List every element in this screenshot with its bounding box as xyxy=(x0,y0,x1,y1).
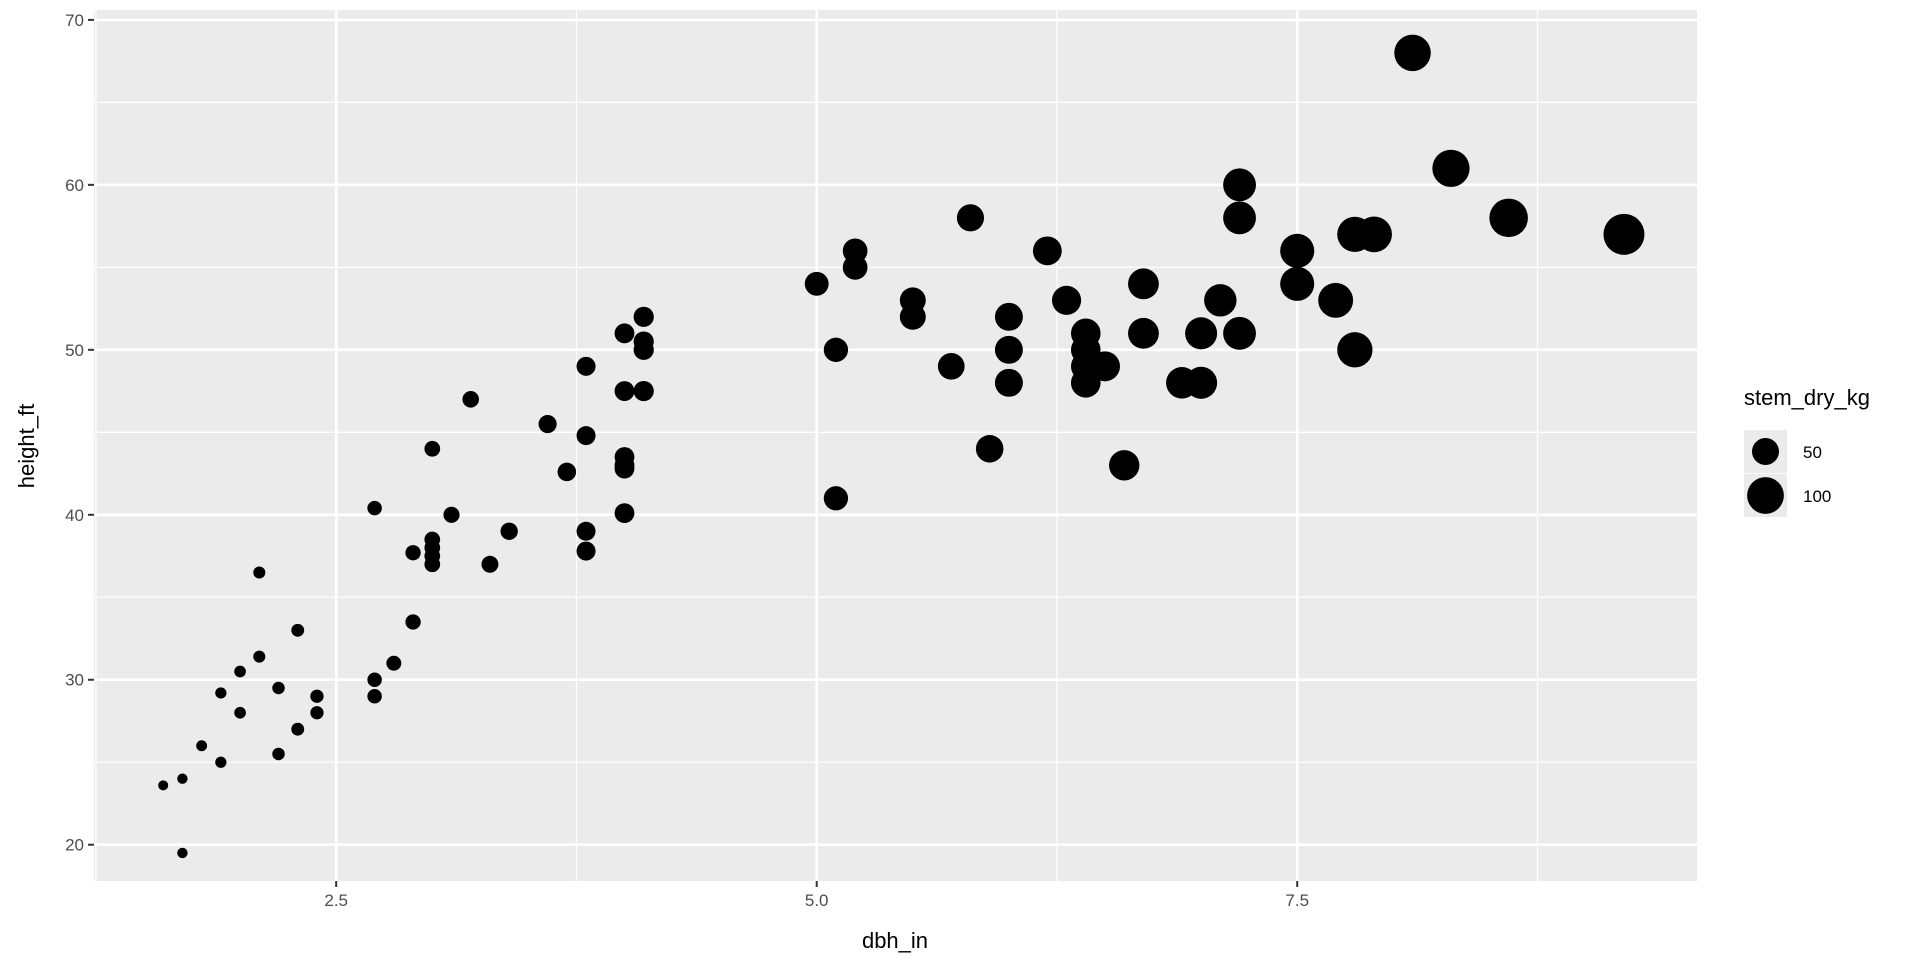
data-point xyxy=(177,847,188,859)
data-point xyxy=(1432,149,1470,188)
y-axis-title: height_ft xyxy=(14,404,39,488)
gridlines xyxy=(94,10,1697,881)
data-point xyxy=(1185,317,1218,350)
data-point xyxy=(956,204,985,232)
x-tick-label: 2.5 xyxy=(324,891,348,910)
data-point xyxy=(196,740,208,752)
data-point xyxy=(291,623,305,637)
x-tick-label: 7.5 xyxy=(1285,891,1309,910)
data-point xyxy=(1223,201,1256,235)
data-point xyxy=(291,722,305,736)
data-point xyxy=(557,462,577,482)
data-point xyxy=(538,414,557,434)
data-point xyxy=(424,440,441,457)
legend-key-100 xyxy=(1747,477,1784,514)
data-point xyxy=(367,500,382,516)
data-point xyxy=(614,503,635,524)
data-point xyxy=(1280,233,1315,268)
data-point xyxy=(576,426,596,446)
y-tick-label: 30 xyxy=(65,671,84,690)
points-layer xyxy=(158,34,1645,859)
data-point xyxy=(272,681,285,695)
data-point xyxy=(310,689,324,703)
data-point xyxy=(633,339,654,360)
data-point xyxy=(1109,450,1140,481)
data-point xyxy=(462,391,480,408)
data-point xyxy=(804,271,829,296)
data-point xyxy=(177,773,188,784)
data-point xyxy=(899,303,926,330)
x-tick-label: 5.0 xyxy=(805,891,829,910)
data-point xyxy=(1223,316,1256,350)
data-point xyxy=(1185,366,1218,399)
data-point xyxy=(994,368,1023,397)
data-point xyxy=(576,521,596,541)
y-tick-label: 60 xyxy=(65,176,84,195)
data-point xyxy=(1204,284,1237,317)
data-point xyxy=(367,688,382,704)
legend-label-100: 100 xyxy=(1803,487,1831,506)
x-axis: 2.5 5.0 7.5 xyxy=(324,881,1309,910)
y-tick-label: 50 xyxy=(65,341,84,360)
legend-key-50 xyxy=(1751,437,1780,466)
data-point xyxy=(1128,268,1159,300)
data-point xyxy=(405,545,421,561)
data-point xyxy=(633,306,654,327)
data-point xyxy=(386,655,402,671)
data-point xyxy=(272,747,285,761)
data-point xyxy=(1128,317,1159,349)
data-point xyxy=(253,650,266,663)
data-point xyxy=(215,756,227,768)
legend: stem_dry_kg 50 100 xyxy=(1744,385,1870,517)
data-point xyxy=(842,254,868,280)
data-point xyxy=(1032,236,1062,266)
data-point xyxy=(994,335,1023,364)
x-axis-title: dbh_in xyxy=(862,928,928,953)
y-tick-label: 70 xyxy=(65,11,84,30)
data-point xyxy=(367,672,382,687)
data-point xyxy=(576,541,596,561)
data-point xyxy=(158,780,169,791)
data-point xyxy=(937,352,965,380)
data-point xyxy=(614,323,635,344)
data-point xyxy=(614,458,635,479)
data-point xyxy=(633,380,654,402)
data-point xyxy=(424,556,441,573)
data-point xyxy=(1223,168,1256,202)
data-point xyxy=(1090,351,1121,382)
y-tick-label: 20 xyxy=(65,836,84,855)
y-tick-label: 40 xyxy=(65,506,84,525)
data-point xyxy=(310,706,324,720)
data-point xyxy=(1356,216,1392,253)
data-point xyxy=(1603,213,1645,255)
legend-label-50: 50 xyxy=(1803,443,1822,462)
data-point xyxy=(614,381,635,401)
data-point xyxy=(1337,332,1373,368)
legend-title: stem_dry_kg xyxy=(1744,385,1870,410)
data-point xyxy=(443,506,460,523)
y-axis: 20 30 40 50 60 70 xyxy=(65,11,94,855)
data-point xyxy=(994,302,1023,331)
data-point xyxy=(500,522,518,540)
data-point xyxy=(823,337,849,362)
data-point xyxy=(1280,266,1315,301)
data-point xyxy=(1489,198,1528,238)
data-point xyxy=(234,665,246,678)
data-point xyxy=(215,687,227,699)
data-point xyxy=(1051,285,1082,315)
data-point xyxy=(1318,282,1354,318)
data-point xyxy=(253,566,266,579)
data-point xyxy=(576,356,596,376)
data-point xyxy=(481,555,499,573)
data-point xyxy=(975,435,1004,463)
plot-panel xyxy=(94,10,1697,881)
data-point xyxy=(405,614,421,630)
data-point xyxy=(234,706,246,719)
data-point xyxy=(823,486,849,511)
data-point xyxy=(1394,34,1431,72)
